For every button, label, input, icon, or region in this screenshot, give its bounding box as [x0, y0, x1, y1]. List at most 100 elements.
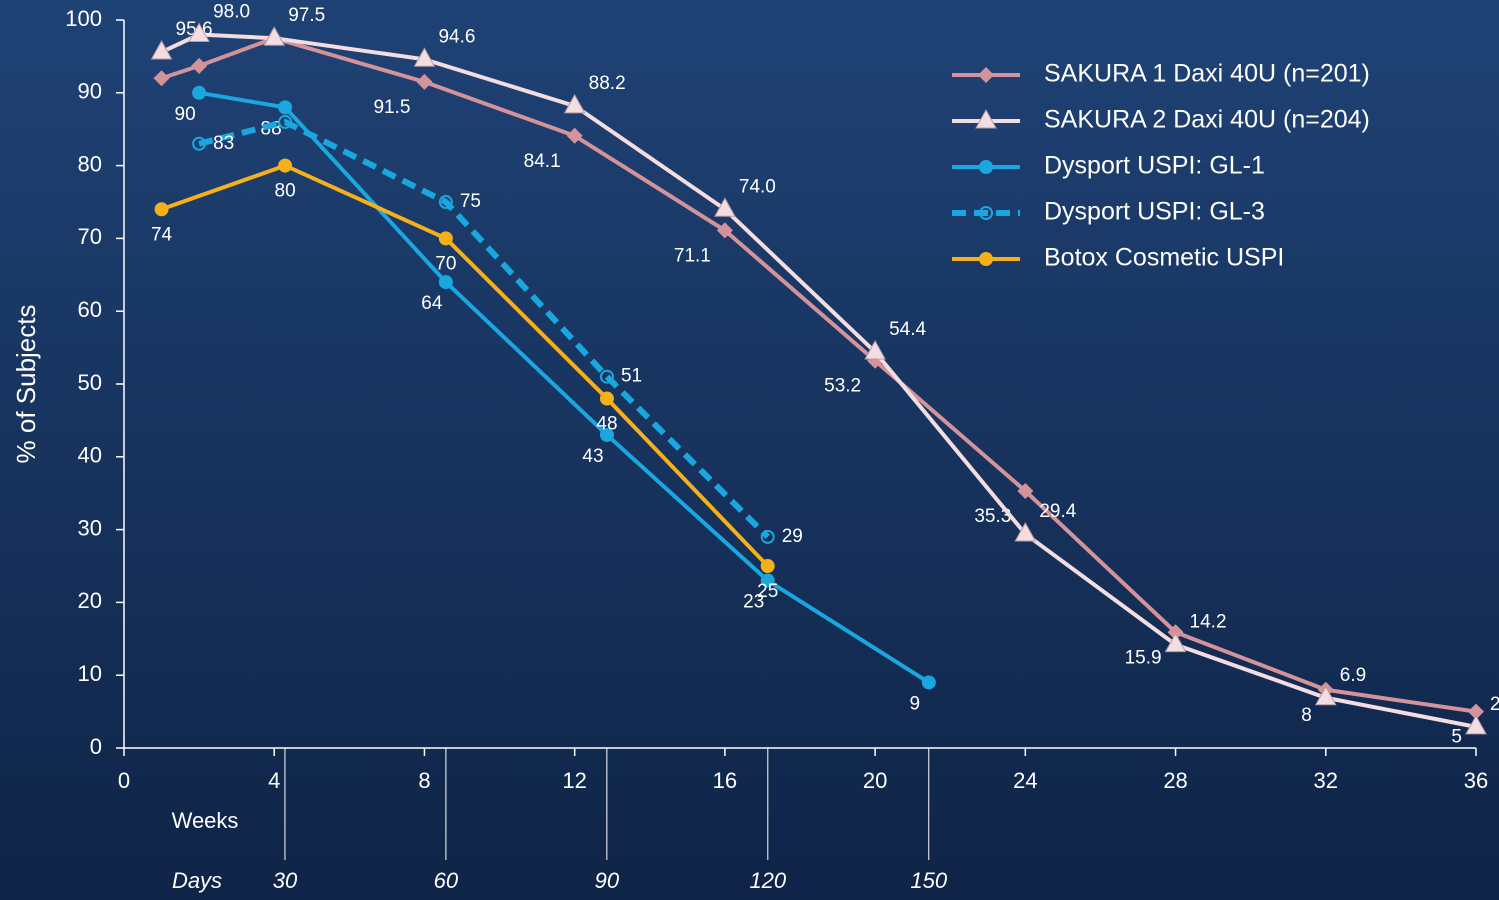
value-label: 35.3: [974, 506, 1011, 527]
diamond-marker: [716, 222, 733, 239]
circle-marker: [599, 369, 614, 384]
x-tick-label: 8: [418, 768, 430, 793]
value-label: 43: [582, 446, 603, 467]
circle-marker: [278, 114, 293, 129]
y-tick-label: 30: [78, 515, 102, 540]
value-label: 88.2: [589, 73, 626, 94]
circle-marker: [278, 100, 293, 115]
y-tick-label: 100: [65, 6, 102, 31]
series-line: [198, 118, 770, 540]
value-label: 25: [757, 581, 778, 602]
x-tick-label: 36: [1464, 768, 1488, 793]
value-label: 91.5: [373, 97, 410, 118]
x-axis-label: Weeks: [172, 808, 239, 833]
legend-label: Dysport USPI: GL-1: [1044, 152, 1265, 180]
circle-marker: [438, 275, 453, 290]
triangle-marker: [1465, 714, 1487, 735]
x-tick-label: 0: [118, 768, 130, 793]
x-tick-label: 28: [1163, 768, 1187, 793]
legend-label: SAKURA 2 Daxi 40U (n=204): [1044, 106, 1370, 134]
value-label: 74.0: [739, 176, 776, 197]
legend-label: SAKURA 1 Daxi 40U (n=201): [1044, 60, 1370, 88]
y-tick-label: 80: [78, 151, 102, 176]
value-label: 29.4: [1039, 501, 1076, 522]
y-tick-label: 50: [78, 370, 102, 395]
circle-marker: [192, 136, 207, 151]
x-tick-label: 32: [1314, 768, 1338, 793]
circle-marker: [192, 85, 207, 100]
value-label: 9: [910, 693, 921, 714]
triangle-marker: [1014, 521, 1037, 542]
diamond-marker: [1017, 483, 1034, 500]
y-tick-label: 20: [78, 588, 102, 613]
days-tick-label: 120: [749, 868, 786, 893]
days-tick-label: 30: [273, 868, 298, 893]
value-label: 23: [743, 592, 764, 613]
value-label: 75: [460, 191, 481, 212]
triangle-marker: [188, 22, 210, 43]
legend-label: Botox Cosmetic USPI: [1044, 244, 1284, 272]
x-tick-label: 4: [268, 768, 280, 793]
diamond-marker: [1167, 624, 1184, 641]
x-tick-label: 24: [1013, 768, 1037, 793]
circle-marker: [760, 573, 775, 588]
value-label: 53.2: [824, 376, 861, 397]
circle-marker: [760, 529, 775, 544]
diamond-marker: [416, 73, 433, 90]
value-label: 90: [175, 104, 196, 125]
triangle-marker: [563, 93, 586, 114]
circle-marker: [760, 559, 775, 573]
value-label: 2.9: [1490, 694, 1499, 715]
diamond-marker: [978, 67, 994, 83]
value-label: 71.1: [674, 245, 711, 266]
triangle-marker: [263, 26, 286, 46]
value-label: 48: [596, 414, 617, 435]
value-label: 51: [621, 366, 642, 387]
value-label: 29: [782, 526, 803, 547]
value-label: 83: [213, 133, 234, 154]
value-label: 94.6: [438, 26, 475, 47]
x-tick-label: 20: [863, 768, 887, 793]
diamond-marker: [191, 57, 208, 74]
circle-marker: [921, 675, 936, 690]
triangle-marker: [1164, 632, 1187, 653]
value-label: 14.2: [1190, 612, 1227, 633]
circle-marker: [278, 158, 293, 173]
days-tick-label: 60: [434, 868, 459, 893]
days-tick-label: 150: [910, 868, 947, 893]
diamond-marker: [153, 70, 170, 87]
value-label: 64: [421, 293, 443, 314]
value-label: 97.5: [288, 5, 325, 26]
value-label: 74: [151, 224, 173, 245]
x-tick-label: 12: [562, 768, 586, 793]
triangle-marker: [413, 47, 436, 67]
value-label: 98.0: [213, 2, 250, 23]
series-line: [198, 90, 930, 685]
value-label: 54.4: [889, 319, 926, 340]
circle-marker: [154, 202, 169, 217]
y-axis-label: % of Subjects: [11, 305, 41, 464]
triangle-marker: [150, 40, 173, 60]
diamond-marker: [1468, 703, 1484, 720]
circle-marker: [979, 252, 993, 266]
value-label: 8: [1301, 705, 1312, 726]
value-label: 70: [435, 253, 456, 274]
y-tick-label: 90: [78, 79, 102, 104]
circle-marker: [979, 206, 993, 220]
triangle-marker: [714, 197, 736, 217]
circle-marker: [438, 231, 453, 246]
triangle-marker: [1314, 685, 1337, 706]
days-tick-label: 90: [595, 868, 620, 893]
y-tick-label: 10: [78, 661, 102, 686]
diamond-marker: [566, 127, 583, 144]
legend-label: Dysport USPI: GL-3: [1044, 198, 1265, 226]
y-tick-label: 0: [90, 734, 102, 759]
circle-marker: [438, 195, 453, 209]
circle-marker: [979, 160, 993, 174]
y-tick-label: 40: [78, 443, 102, 468]
value-label: 80: [275, 181, 296, 202]
value-label: 84.1: [524, 151, 561, 172]
circle-marker: [599, 391, 614, 406]
